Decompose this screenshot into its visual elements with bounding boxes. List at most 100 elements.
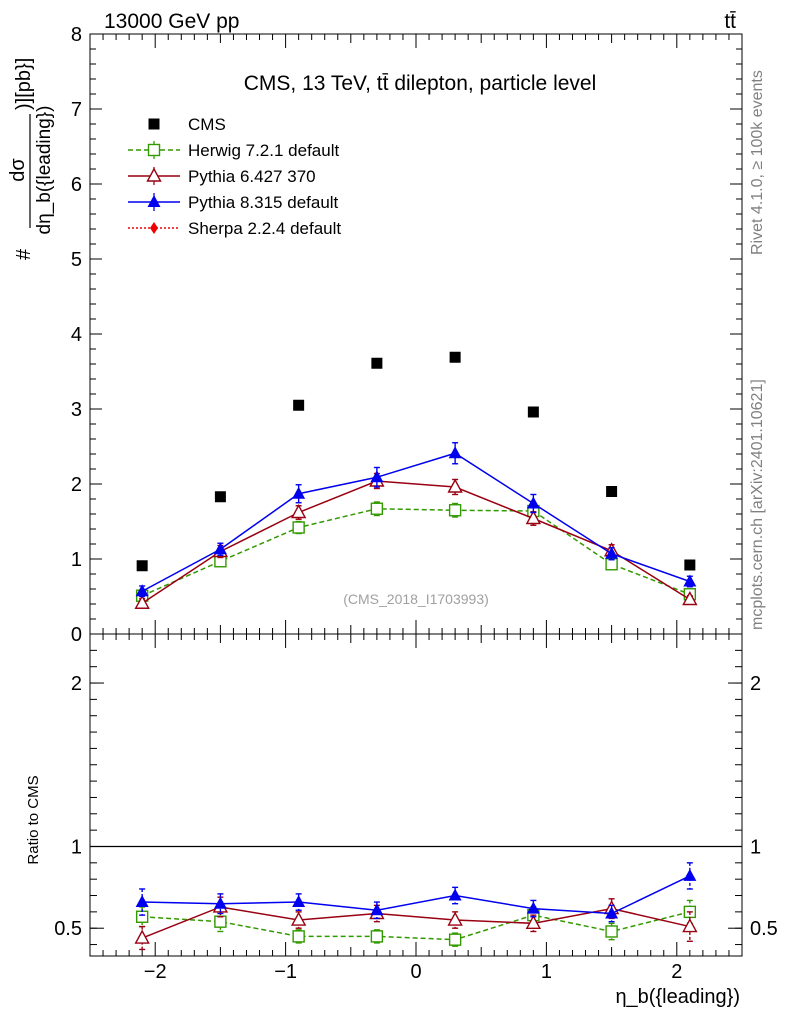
ratio-line-herwig	[142, 911, 691, 941]
main-ytick-label: 6	[71, 174, 82, 196]
ylabel-numerator: dσ	[7, 158, 29, 182]
legend-label: Sherpa 2.2.4 default	[188, 219, 341, 238]
legend-entry: Pythia 6.427 370	[128, 167, 316, 186]
marker-herwig	[292, 521, 305, 534]
ratio-line-py8	[142, 875, 691, 915]
ratio-marker-herwig	[448, 933, 462, 946]
ratio-xtick-label: −1	[274, 961, 297, 983]
ratio-xtick-label: 0	[410, 961, 421, 983]
ratio-marker-py6	[525, 914, 542, 930]
ratio-ytick-label: 2	[71, 673, 82, 695]
series-py8	[135, 442, 697, 598]
rivet-label: Rivet 4.1.0, ≥ 100k events	[749, 70, 766, 255]
ratio-ytick-label-right: 1	[750, 836, 761, 858]
chart-title: CMS, 13 TeV, tt̄ dilepton, particle leve…	[244, 72, 597, 95]
marker-herwig	[448, 504, 462, 517]
ratio-marker-py6	[290, 911, 307, 926]
main-ytick-label: 4	[71, 324, 82, 346]
ratio-ytick-label-right: 0.5	[750, 918, 778, 940]
ratio-marker-py8	[526, 901, 540, 914]
ratio-marker-herwig	[292, 930, 305, 943]
ratio-line-py6	[141, 906, 691, 939]
legend-label: CMS	[188, 115, 226, 134]
ratio-marker-py6	[134, 929, 150, 944]
ratio-marker-py6	[447, 911, 463, 926]
ratio-ylabel: Ratio to CMS	[25, 775, 42, 864]
ratio-panel-frame	[89, 633, 743, 957]
ratio-marker-herwig	[370, 930, 384, 943]
legend-entry: CMS	[148, 115, 226, 134]
marker-data	[293, 399, 305, 411]
ratio-marker-py6	[682, 918, 698, 933]
legend-entry: Sherpa 2.2.4 default	[128, 219, 341, 238]
marker-py6	[525, 510, 542, 525]
legend-entry: Herwig 7.2.1 default	[128, 141, 339, 160]
ratio-marker-herwig	[135, 910, 149, 923]
marker-py8	[605, 546, 619, 559]
marker-data	[136, 560, 148, 572]
ratio-marker-py8	[605, 906, 619, 919]
legend-marker	[150, 222, 158, 234]
ylabel-suffix: )][pb}]	[13, 58, 35, 110]
legend-marker	[147, 195, 161, 207]
marker-data	[684, 559, 696, 571]
legend-marker	[147, 143, 161, 157]
main-ylabel: # dσ dη_b({leading}) )][pb}]	[7, 58, 55, 260]
marker-data	[371, 357, 383, 369]
marker-py8	[526, 496, 540, 509]
marker-py6	[290, 504, 307, 519]
series-line-py8	[141, 452, 691, 592]
ratio-axis-ticks: 0.5 0.5 1 1 2 2 −2 −1 0 1 2	[54, 634, 778, 983]
analysis-id: (CMS_2018_I1703993)	[343, 591, 489, 607]
marker-py8	[135, 584, 149, 597]
legend-label: Herwig 7.2.1 default	[188, 141, 339, 160]
ratio-ytick-label: 1	[71, 836, 82, 858]
ratio-marker-herwig	[605, 925, 618, 938]
main-ytick-label: 1	[71, 549, 82, 571]
marker-data	[606, 486, 618, 497]
ratio-xtick-label: −2	[144, 961, 167, 983]
main-ytick-label: 2	[71, 474, 82, 496]
main-ytick-label: 7	[71, 99, 82, 121]
legend: CMS Herwig 7.2.1 default Pythia 6.427 370 P…	[128, 115, 341, 238]
marker-herwig	[370, 502, 384, 515]
process-label: tt̄	[724, 10, 736, 33]
marker-data	[214, 491, 226, 503]
ratio-xtick-label: 2	[671, 961, 682, 983]
ratio-marker-py8	[292, 895, 306, 908]
ratio-ytick-label: 0.5	[54, 918, 82, 940]
ylabel-denominator: dη_b({leading})	[34, 106, 55, 235]
ratio-marker-py8	[683, 868, 697, 881]
marker-py6	[447, 478, 463, 493]
energy-label: 13000 GeV pp	[104, 10, 239, 33]
marker-py8	[683, 574, 697, 587]
marker-data	[449, 351, 461, 363]
main-ytick-label: 5	[71, 249, 82, 271]
ratio-xtick-label: 1	[541, 961, 552, 983]
legend-marker	[146, 167, 162, 182]
ratio-series-group	[134, 862, 698, 951]
legend-label: Pythia 6.427 370	[188, 167, 316, 186]
ratio-series-py8	[135, 862, 697, 923]
marker-py8	[213, 542, 227, 555]
ratio-marker-py8	[213, 896, 227, 909]
source-label: mcplots.cern.ch [arXiv:2401.10621]	[749, 379, 766, 630]
marker-py8	[370, 470, 384, 483]
ratio-marker-py8	[370, 903, 384, 916]
x-axis-label: η_b({leading})	[615, 986, 740, 1008]
main-series-group	[134, 351, 698, 609]
series-herwig	[135, 501, 697, 602]
marker-py6	[682, 591, 698, 606]
legend-entry: Pythia 8.315 default	[128, 193, 339, 212]
main-ytick-label: 3	[71, 399, 82, 421]
ratio-marker-py8	[448, 888, 462, 901]
legend-label: Pythia 8.315 default	[188, 193, 339, 212]
ratio-ytick-label-right: 2	[750, 673, 761, 695]
main-axis-ticks: 0 1 2 3 4 5 6 7 8	[71, 24, 743, 646]
ylabel-prefix: #	[13, 248, 35, 260]
marker-py8	[292, 486, 306, 499]
ratio-marker-py8	[135, 895, 149, 908]
marker-py8	[448, 446, 462, 459]
series-data	[136, 351, 696, 572]
main-ytick-label: 0	[71, 624, 82, 646]
